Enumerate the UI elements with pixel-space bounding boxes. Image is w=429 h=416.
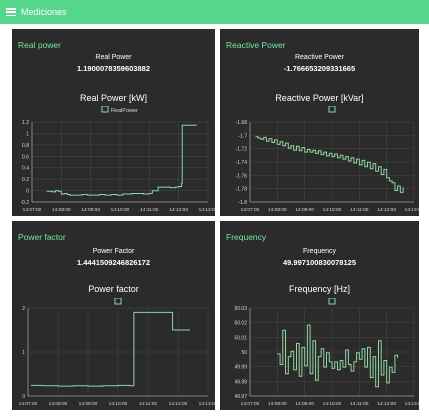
metric-value: 1.4441509246826172 [77, 258, 150, 267]
frequency-chart: 50.03 50.02 50.01 50 49.99 49.98 49.9714:07:00… [234, 298, 419, 407]
card-power-factor: Power factor Power Factor 1.444150924682… [12, 221, 215, 410]
card-real-power: Real power Real Power 1.1900078359603882… [12, 29, 215, 216]
x-tick-label: 14:09:00 [79, 401, 98, 407]
card-title: Real power [18, 40, 61, 50]
chart-title: Real Power [kW] [79, 93, 148, 103]
x-tick-label: 14:12:00 [169, 401, 188, 407]
series-line [31, 311, 190, 387]
x-tick-label: 14:10:00 [111, 207, 130, 213]
metric-value: 49.997100830078125 [283, 258, 356, 267]
x-tick-label: 14:13:00 [405, 401, 419, 407]
card-title: Frequency [226, 232, 267, 242]
y-tick-label: 1 [22, 350, 25, 356]
y-tick-label: 0.4 [22, 166, 29, 172]
y-tick-label: 50.02 [234, 321, 247, 327]
y-tick-label: -1.74 [236, 160, 248, 166]
x-tick-label: 14:10:00 [323, 401, 342, 407]
x-tick-label: 14:07:00 [241, 401, 260, 407]
x-tick-label: 14:08:00 [49, 401, 68, 407]
metric-value: 1.1900078359603882 [77, 64, 150, 73]
y-tick-label: 49.97 [234, 394, 247, 400]
x-tick-label: 14:07:00 [23, 207, 42, 213]
y-tick-label: 0 [22, 394, 25, 400]
y-tick-label: -1.78 [236, 187, 248, 193]
x-tick-label: 14:10:00 [323, 207, 342, 213]
y-tick-label: 50 [241, 350, 247, 356]
y-tick-label: -0.2 [20, 200, 29, 206]
chart-title: Power factor [88, 284, 139, 294]
legend-swatch [328, 298, 336, 305]
x-tick-label: 14:09:00 [81, 207, 100, 213]
real-power-chart: RealPower 1.2 1 0.8 0.6 0.4 0.2 0 -0.214:07:00 14… [20, 106, 215, 213]
chart-title: Frequency [Hz] [288, 284, 351, 294]
x-tick-label: 14:13:00 [199, 207, 215, 213]
card-title: Power factor [18, 232, 66, 242]
x-tick-label: 14:07:00 [241, 207, 260, 213]
x-tick-label: 14:12:00 [169, 207, 188, 213]
x-tick-label: 14:07:00 [19, 401, 38, 407]
y-tick-label: 50.01 [234, 335, 247, 341]
y-tick-label: 49.99 [234, 365, 247, 371]
metric-value: -1.766653209331665 [283, 64, 356, 73]
y-tick-label: -1.76 [236, 173, 248, 179]
card-frequency: Frequency Frequency 49.997100830078125 F… [220, 221, 419, 410]
legend-swatch [101, 106, 109, 113]
x-tick-label: 14:08:00 [268, 401, 287, 407]
legend-swatch [328, 106, 336, 113]
x-tick-label: 14:11:00 [350, 207, 369, 213]
x-tick-label: 14:10:00 [109, 401, 128, 407]
y-tick-label: 0.6 [22, 154, 29, 160]
y-tick-label: 0.2 [22, 177, 29, 183]
x-tick-label: 14:13:00 [405, 207, 419, 213]
series-line [46, 124, 197, 196]
metric-label: Power Factor [92, 248, 135, 255]
y-tick-label: 2 [22, 306, 25, 312]
metric-label: Frequency [302, 248, 337, 255]
app-title: Mediciones [21, 7, 67, 17]
x-tick-label: 14:08:00 [268, 207, 287, 213]
x-tick-label: 14:12:00 [377, 401, 396, 407]
chart-title: Reactive Power [kVar] [275, 93, 364, 103]
y-tick-label: -1.68 [236, 120, 248, 126]
y-tick-label: 49.98 [234, 379, 247, 385]
x-tick-label: 14:09:00 [295, 207, 314, 213]
legend-swatch [114, 298, 122, 305]
y-tick-label: -1.7 [238, 133, 247, 139]
card-reactive-power: Reactive Power Reactive Power -1.7666532… [220, 29, 419, 216]
x-tick-label: 14:11:00 [139, 401, 158, 407]
top-app-bar: Mediciones [0, 0, 429, 24]
legend[interactable] [114, 298, 122, 305]
power-factor-chart: 2 1 014:07:00 14:08:00 14:09:00 14:10:00 14:11… [19, 298, 215, 407]
legend[interactable]: RealPower [101, 106, 138, 114]
reactive-power-chart: -1.68 -1.7 -1.72 -1.74 -1.76 -1.78 -1.814:07:0… [236, 106, 419, 213]
series-line [277, 324, 399, 388]
x-tick-label: 14:08:00 [52, 207, 71, 213]
metric-label: Reactive Power [294, 54, 345, 61]
series-line [255, 136, 404, 193]
x-tick-label: 14:09:00 [295, 401, 314, 407]
x-tick-label: 14:12:00 [377, 207, 396, 213]
x-tick-label: 14:11:00 [140, 207, 159, 213]
x-tick-label: 14:13:00 [199, 401, 215, 407]
y-tick-label: -1.72 [236, 147, 248, 153]
x-tick-label: 14:11:00 [350, 401, 369, 407]
hamburger-menu-icon[interactable] [6, 8, 16, 16]
card-title: Reactive Power [226, 40, 286, 50]
y-tick-label: 1.2 [22, 120, 29, 126]
legend[interactable] [328, 298, 336, 305]
y-tick-label: 1 [26, 131, 29, 137]
y-tick-label: 0.8 [22, 143, 29, 149]
legend-label: RealPower [111, 108, 138, 114]
y-tick-label: 0 [26, 189, 29, 195]
y-tick-label: -1.8 [238, 200, 247, 206]
legend[interactable] [328, 106, 336, 113]
metric-label: Real Power [95, 54, 132, 61]
y-tick-label: 50.03 [234, 306, 247, 312]
